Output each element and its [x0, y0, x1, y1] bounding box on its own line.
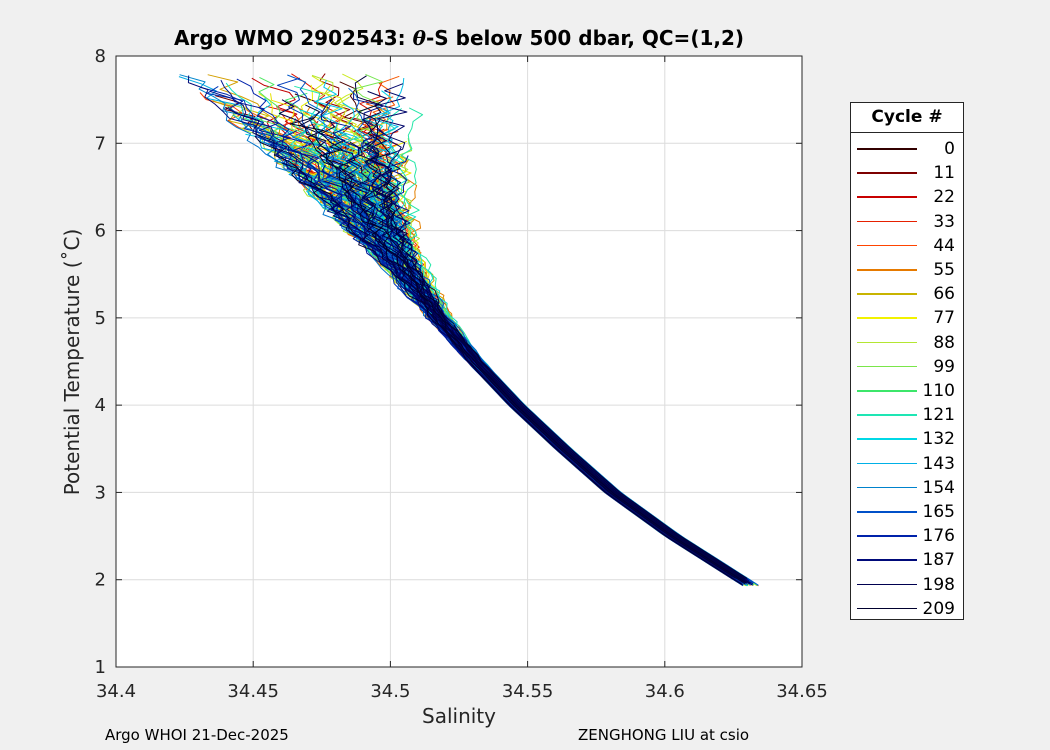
y-tick-label: 2 — [95, 570, 106, 591]
x-tick-label: 34.55 — [502, 681, 554, 702]
legend-label: 22 — [933, 187, 955, 208]
legend-item: 209 — [851, 597, 963, 621]
legend-label: 55 — [933, 260, 955, 280]
legend-label: 143 — [922, 453, 955, 474]
profile-line — [367, 119, 743, 586]
legend-item: 121 — [851, 403, 963, 427]
plot-background — [116, 56, 802, 667]
y-tick-label: 6 — [95, 221, 106, 242]
legend-swatch — [857, 317, 917, 319]
legend: Cycle # 0 11 22 33 44 55 66 77 88 99 110 121 132 143 1… — [850, 102, 964, 620]
legend-item: 187 — [851, 548, 963, 572]
x-tick-label: 34.65 — [776, 681, 828, 702]
legend-swatch — [857, 269, 917, 271]
legend-label: 132 — [922, 429, 955, 450]
legend-swatch — [857, 583, 917, 586]
legend-item: 165 — [851, 500, 963, 524]
legend-item: 66 — [851, 282, 963, 306]
legend-item: 154 — [851, 476, 963, 500]
legend-label: 88 — [933, 332, 955, 353]
title-suffix: -S below 500 dbar, QC=(1,2) — [425, 26, 745, 50]
legend-item: 176 — [851, 524, 963, 548]
y-axis-label: Potential Temperature (˚C) — [60, 228, 84, 496]
x-tick-label: 34.45 — [227, 681, 279, 702]
legend-swatch — [857, 535, 917, 537]
legend-label: 11 — [933, 163, 955, 184]
legend-swatch — [857, 172, 917, 174]
y-tick-label: 1 — [95, 657, 106, 678]
profile-line — [254, 135, 746, 585]
legend-item: 22 — [851, 185, 963, 209]
legend-swatch — [857, 220, 917, 223]
legend-swatch — [857, 148, 917, 150]
legend-label: 165 — [922, 502, 955, 522]
legend-item: 11 — [851, 161, 963, 185]
legend-swatch — [857, 486, 917, 489]
legend-label: 44 — [933, 235, 955, 256]
y-tick-label: 7 — [95, 133, 106, 154]
legend-swatch — [857, 365, 917, 368]
legend-item: 143 — [851, 452, 963, 476]
legend-item: 110 — [851, 379, 963, 403]
x-tick-label: 34.6 — [645, 681, 685, 702]
profile-line — [384, 182, 744, 579]
legend-item: 0 — [851, 137, 963, 161]
legend-label: 110 — [922, 381, 955, 401]
title-prefix: Argo WMO 2902543: — [173, 26, 413, 50]
legend-item: 88 — [851, 331, 963, 355]
x-tick-label: 34.4 — [96, 681, 136, 702]
legend-label: 198 — [922, 574, 955, 595]
y-tick-label: 4 — [95, 395, 106, 416]
profile-line — [290, 116, 748, 580]
legend-label: 66 — [933, 284, 955, 305]
footer-source: Argo WHOI 21-Dec-2025 — [105, 726, 289, 744]
legend-label: 99 — [933, 356, 955, 377]
legend-swatch — [857, 341, 917, 344]
legend-swatch — [857, 559, 917, 561]
legend-item: 44 — [851, 234, 963, 258]
legend-item: 33 — [851, 210, 963, 234]
profile-line — [281, 162, 751, 584]
legend-title: Cycle # — [851, 103, 963, 133]
legend-item: 99 — [851, 355, 963, 379]
legend-label: 0 — [944, 139, 955, 159]
legend-swatch — [857, 511, 917, 513]
legend-item: 198 — [851, 573, 963, 597]
x-axis-label: Salinity — [422, 704, 496, 728]
axis-ticks: 34.4 34.45 34.5 34.55 34.6 34.65 1 2 3 4 5 6 7 8 — [95, 46, 828, 702]
y-tick-label: 3 — [95, 482, 106, 503]
legend-swatch — [857, 390, 917, 392]
profile-line — [364, 142, 747, 583]
x-tick-label: 34.5 — [370, 681, 410, 702]
legend-label: 121 — [922, 405, 955, 426]
legend-label: 187 — [922, 550, 955, 571]
footer-author: ZENGHONG LIU at csio — [578, 726, 750, 744]
legend-swatch — [857, 438, 917, 440]
profile-lines — [178, 73, 759, 587]
legend-label: 33 — [933, 211, 955, 232]
legend-swatch — [857, 462, 917, 465]
legend-label: 176 — [922, 526, 955, 547]
legend-label: 77 — [933, 308, 955, 329]
legend-swatch — [857, 414, 917, 416]
legend-label: 154 — [922, 477, 955, 498]
legend-label: 209 — [922, 598, 955, 619]
chart-title: Argo WMO 2902543: θ-S below 500 dbar, QC… — [0, 26, 918, 50]
legend-item: 132 — [851, 427, 963, 451]
profile-line — [299, 104, 747, 584]
legend-swatch — [857, 244, 917, 247]
plot-frame — [115, 55, 803, 668]
legend-swatch — [857, 607, 917, 610]
legend-swatch — [857, 293, 917, 295]
y-tick-label: 5 — [95, 308, 106, 329]
legend-item: 77 — [851, 306, 963, 330]
legend-item: 55 — [851, 258, 963, 282]
y-tick-label: 8 — [95, 46, 106, 67]
legend-swatch — [857, 196, 917, 198]
title-theta: θ — [412, 26, 426, 50]
